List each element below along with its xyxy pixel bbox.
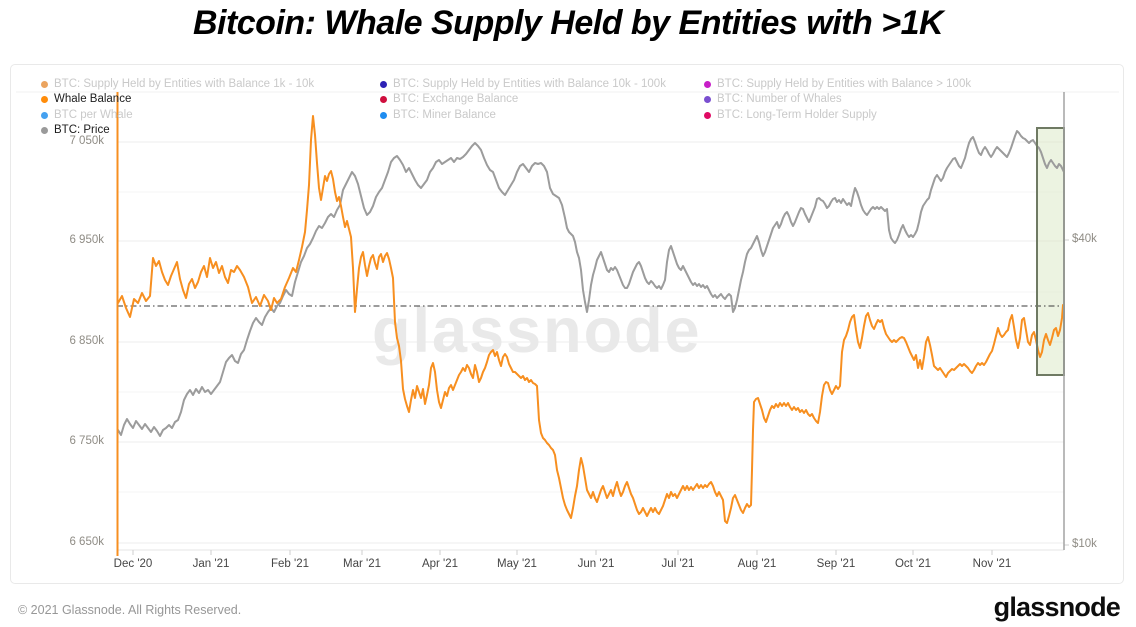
legend-dot — [704, 81, 711, 88]
legend-item-btc-per-whale[interactable]: BTC per Whale — [41, 108, 133, 123]
legend-item-label: Whale Balance — [54, 93, 132, 106]
legend-item-btc-number-of-whales[interactable]: BTC: Number of Whales — [704, 92, 842, 107]
x-axis-label: Jan '21 — [192, 558, 230, 570]
legend-item-btc-miner-balance[interactable]: BTC: Miner Balance — [380, 108, 496, 123]
series-whale-balance-line — [117, 115, 1064, 524]
x-axis-label: Jun '21 — [577, 558, 615, 570]
legend-item-btc-long-term-holder-supply[interactable]: BTC: Long-Term Holder Supply — [704, 108, 877, 123]
x-axis-label: Nov '21 — [972, 558, 1012, 570]
legend-item-label: BTC: Long-Term Holder Supply — [717, 108, 877, 121]
glassnode-watermark: glassnode — [372, 296, 702, 366]
y-axis-left-label: 6 650k — [69, 536, 104, 548]
x-axis-label: May '21 — [497, 558, 537, 570]
legend-item-label: BTC: Exchange Balance — [393, 93, 519, 106]
legend-dot — [41, 96, 48, 104]
y-axis-right-label: $10k — [1072, 538, 1097, 550]
x-axis-label: Apr '21 — [421, 558, 459, 570]
legend-dot — [704, 96, 711, 104]
legend-dot — [380, 96, 387, 104]
x-axis-label: Sep '21 — [816, 558, 856, 570]
legend-item-btc-supply-held-by-entities-with-balance-100k[interactable]: BTC: Supply Held by Entities with Balanc… — [704, 77, 971, 92]
legend-item-btc-exchange-balance[interactable]: BTC: Exchange Balance — [380, 92, 518, 107]
page-title: Bitcoin: Whale Supply Held by Entities w… — [192, 4, 944, 42]
series-btc-price-line — [117, 130, 1065, 437]
x-axis-label: Dec '20 — [113, 558, 153, 570]
legend-item-label: BTC: Miner Balance — [393, 108, 496, 121]
legend-item-label: BTC per Whale — [54, 108, 133, 121]
chart-card — [10, 64, 1124, 584]
legend-item-btc-supply-held-by-entities-with-balance-1k-10k[interactable]: BTC: Supply Held by Entities with Balanc… — [41, 77, 314, 92]
legend-item-label: BTC: Supply Held by Entities with Balanc… — [717, 78, 972, 90]
legend-dot — [380, 81, 387, 88]
legend-item-label: BTC: Price — [54, 124, 110, 137]
legend-item-btc-price[interactable]: BTC: Price — [41, 123, 110, 138]
y-axis-left-label: 6 950k — [69, 234, 104, 246]
y-axis-left-label: 7 050k — [69, 135, 104, 147]
legend-dot — [41, 127, 48, 135]
x-axis-label: Oct '21 — [894, 558, 932, 570]
y-axis-left-label: 6 750k — [69, 435, 104, 447]
legend-dot — [380, 111, 387, 119]
legend-dot — [41, 81, 48, 88]
legend-dot — [704, 111, 711, 119]
legend-dot — [41, 111, 48, 119]
legend-item-btc-supply-held-by-entities-with-balance-10k-100k[interactable]: BTC: Supply Held by Entities with Balanc… — [380, 77, 666, 92]
x-axis-label: Mar '21 — [343, 558, 381, 570]
y-axis-right-label: $40k — [1072, 233, 1097, 245]
legend-item-label: BTC: Supply Held by Entities with Balanc… — [54, 78, 315, 90]
glassnode-logo: glassnode — [993, 592, 1121, 622]
y-axis-left-label: 6 850k — [69, 335, 104, 347]
x-axis-label: Aug '21 — [737, 558, 777, 570]
x-axis-label: Feb '21 — [271, 558, 309, 570]
x-axis-label: Jul '21 — [661, 558, 695, 570]
copyright-text: © 2021 Glassnode. All Rights Reserved. — [18, 603, 242, 617]
legend-item-label: BTC: Number of Whales — [717, 93, 842, 106]
legend-item-whale-balance[interactable]: Whale Balance — [41, 92, 131, 107]
legend-item-label: BTC: Supply Held by Entities with Balanc… — [393, 78, 666, 90]
